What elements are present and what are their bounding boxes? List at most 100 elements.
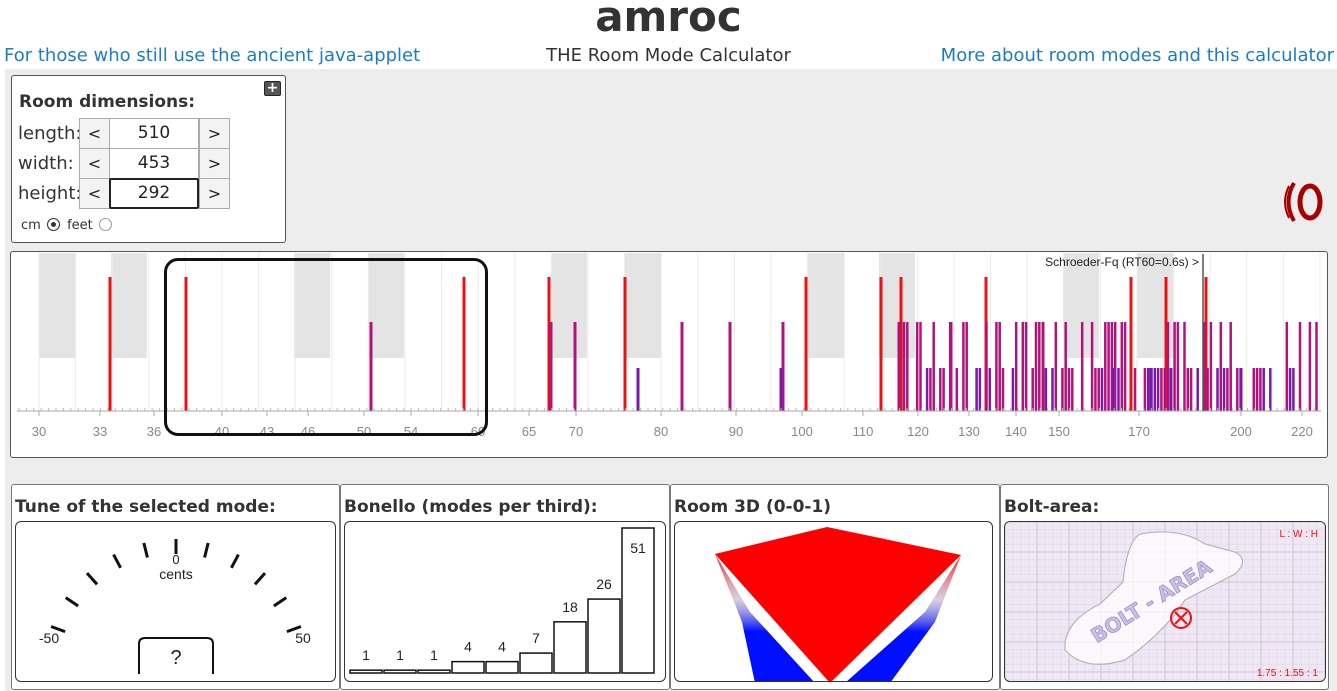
bonello-bar (417, 669, 451, 674)
tune-tick (112, 553, 122, 569)
unit-selector: cm feet (21, 218, 115, 233)
bonello-chart: 1 1 1 4 4 7 18 26 51 (344, 521, 666, 682)
axis-tick-label: 110 (853, 424, 874, 439)
bolt-area-panel-title: Bolt-area: (1004, 497, 1100, 517)
axis-tick-label: 130 (958, 424, 980, 439)
about-link[interactable]: More about room modes and this calculato… (940, 45, 1334, 66)
piano-black-key (39, 253, 75, 358)
bonello-bar (383, 669, 417, 674)
axis-tick-label: 36 (147, 424, 161, 439)
height-label: height: (18, 183, 82, 204)
schroeder-label: Schroeder-Fq (RT60=0.6s) > (1045, 255, 1199, 269)
bolt-area-shape (1064, 531, 1244, 665)
tune-readout-box (138, 637, 214, 674)
axis-tick-label: 30 (32, 424, 46, 439)
bonello-count-label: 4 (498, 639, 506, 655)
tune-zero-label: 0 (172, 552, 179, 567)
piano-black-key (808, 253, 844, 358)
room-top-face (715, 527, 961, 681)
room-3d-panel: Room 3D (0-0-1) (670, 484, 1000, 690)
axis-tick-label: 220 (1291, 424, 1313, 439)
room-3d-panel-title: Room 3D (0-0-1) (674, 497, 832, 517)
tune-max-label: 50 (295, 630, 311, 646)
piano-black-key (551, 253, 587, 358)
axis-tick-label: 150 (1048, 424, 1070, 439)
axis-tick-label: 70 (569, 424, 583, 439)
selection-highlight (164, 258, 488, 436)
axis-tick-label: 170 (1128, 424, 1150, 439)
bonello-panel: Bonello (modes per third): 1 1 1 4 4 7 18 26 51 (340, 484, 670, 690)
width-increment-button[interactable]: > (199, 148, 230, 179)
unit-cm-radio[interactable] (46, 218, 60, 231)
bonello-panel-title: Bonello (modes per third): (344, 497, 598, 517)
height-increment-button[interactable]: > (199, 178, 230, 209)
tune-tick (142, 542, 149, 558)
bolt-area-chart: BOLT - AREA L : W : H 1.75 : 1.55 : 1 (1004, 521, 1326, 682)
bonello-bar (349, 669, 383, 674)
axis-tick-label: 90 (729, 424, 743, 439)
unit-feet-radio[interactable] (98, 218, 112, 231)
height-input[interactable]: 292 (109, 178, 199, 209)
site-title: amroc (595, 0, 742, 41)
axis-tick-label: 65 (522, 424, 536, 439)
bonello-bar (587, 598, 621, 674)
room-dimensions-panel: Room dimensions: + length: < 510 > width… (11, 75, 286, 243)
bolt-area-panel: Bolt-area: BOLT - AREA L : W : H 1.75 : … (1000, 484, 1329, 690)
bonello-bar (621, 527, 655, 674)
bolt-corner-label: L : W : H (1279, 529, 1318, 540)
width-decrement-button[interactable]: < (79, 148, 110, 179)
frequency-axis: 30 33 36 40 43 46 50 54 60 65 70 80 90 100 110 120 130 14… (17, 408, 1321, 439)
piano-black-key (294, 253, 330, 358)
room-dimensions-heading: Room dimensions: (19, 92, 196, 112)
piano-black-key (368, 253, 404, 358)
expand-button[interactable]: + (264, 81, 281, 96)
tune-tick (230, 553, 240, 569)
length-decrement-button[interactable]: < (79, 118, 110, 149)
bonello-bar (451, 660, 485, 674)
width-input[interactable]: 453 (109, 148, 199, 179)
axis-tick-label: 80 (654, 424, 668, 439)
tune-panel: Tune of the selected mode: 0 cents -50 5… (11, 484, 340, 690)
axis-tick-label: 200 (1230, 424, 1252, 439)
tune-tick (286, 625, 302, 634)
bonello-count-label: 51 (630, 540, 646, 556)
length-input[interactable]: 510 (109, 118, 199, 149)
mode-lines[interactable] (108, 277, 1318, 411)
room-position-marker-icon (1170, 607, 1192, 629)
java-applet-link[interactable]: For those who still use the ancient java… (4, 45, 421, 66)
width-label: width: (18, 153, 74, 174)
axis-tick-label: 33 (93, 424, 107, 439)
height-decrement-button[interactable]: < (79, 178, 110, 209)
tune-tick (253, 572, 267, 586)
unit-feet-label: feet (67, 218, 93, 233)
bonello-count-label: 4 (464, 639, 472, 655)
length-increment-button[interactable]: > (199, 118, 230, 149)
bonello-count-label: 1 (362, 647, 370, 663)
unit-cm-label: cm (21, 218, 41, 233)
room-left-wall (715, 554, 814, 681)
bonello-count-label: 18 (562, 599, 578, 615)
bonello-bar (485, 660, 519, 674)
tune-meter: 0 cents -50 50 ? (15, 521, 336, 682)
bonello-count-label: 26 (596, 576, 612, 592)
length-label: length: (18, 123, 82, 144)
tune-tick (50, 625, 66, 634)
tune-dial-ticks (50, 539, 302, 634)
tune-panel-title: Tune of the selected mode: (15, 497, 276, 517)
bonello-count-label: 7 (532, 630, 540, 646)
piano-black-key (111, 253, 147, 358)
tune-tick (203, 542, 210, 558)
tune-min-label: -50 (39, 630, 59, 646)
tune-tick (64, 596, 80, 608)
axis-tick-label: 120 (907, 424, 929, 439)
tune-value: ? (170, 647, 181, 669)
tune-tick (272, 596, 288, 608)
mode-spectrum-panel[interactable]: 30 33 36 40 43 46 50 54 60 65 70 80 90 100 110 120 130 14… (10, 251, 1328, 458)
amroc-logo-icon (1284, 181, 1323, 223)
bonello-count-label: 1 (396, 647, 404, 663)
tune-unit-label: cents (159, 566, 192, 582)
bonello-bar (553, 621, 587, 674)
axis-tick-label: 100 (791, 424, 813, 439)
tune-tick (85, 572, 99, 586)
room-3d-view[interactable] (674, 521, 993, 682)
